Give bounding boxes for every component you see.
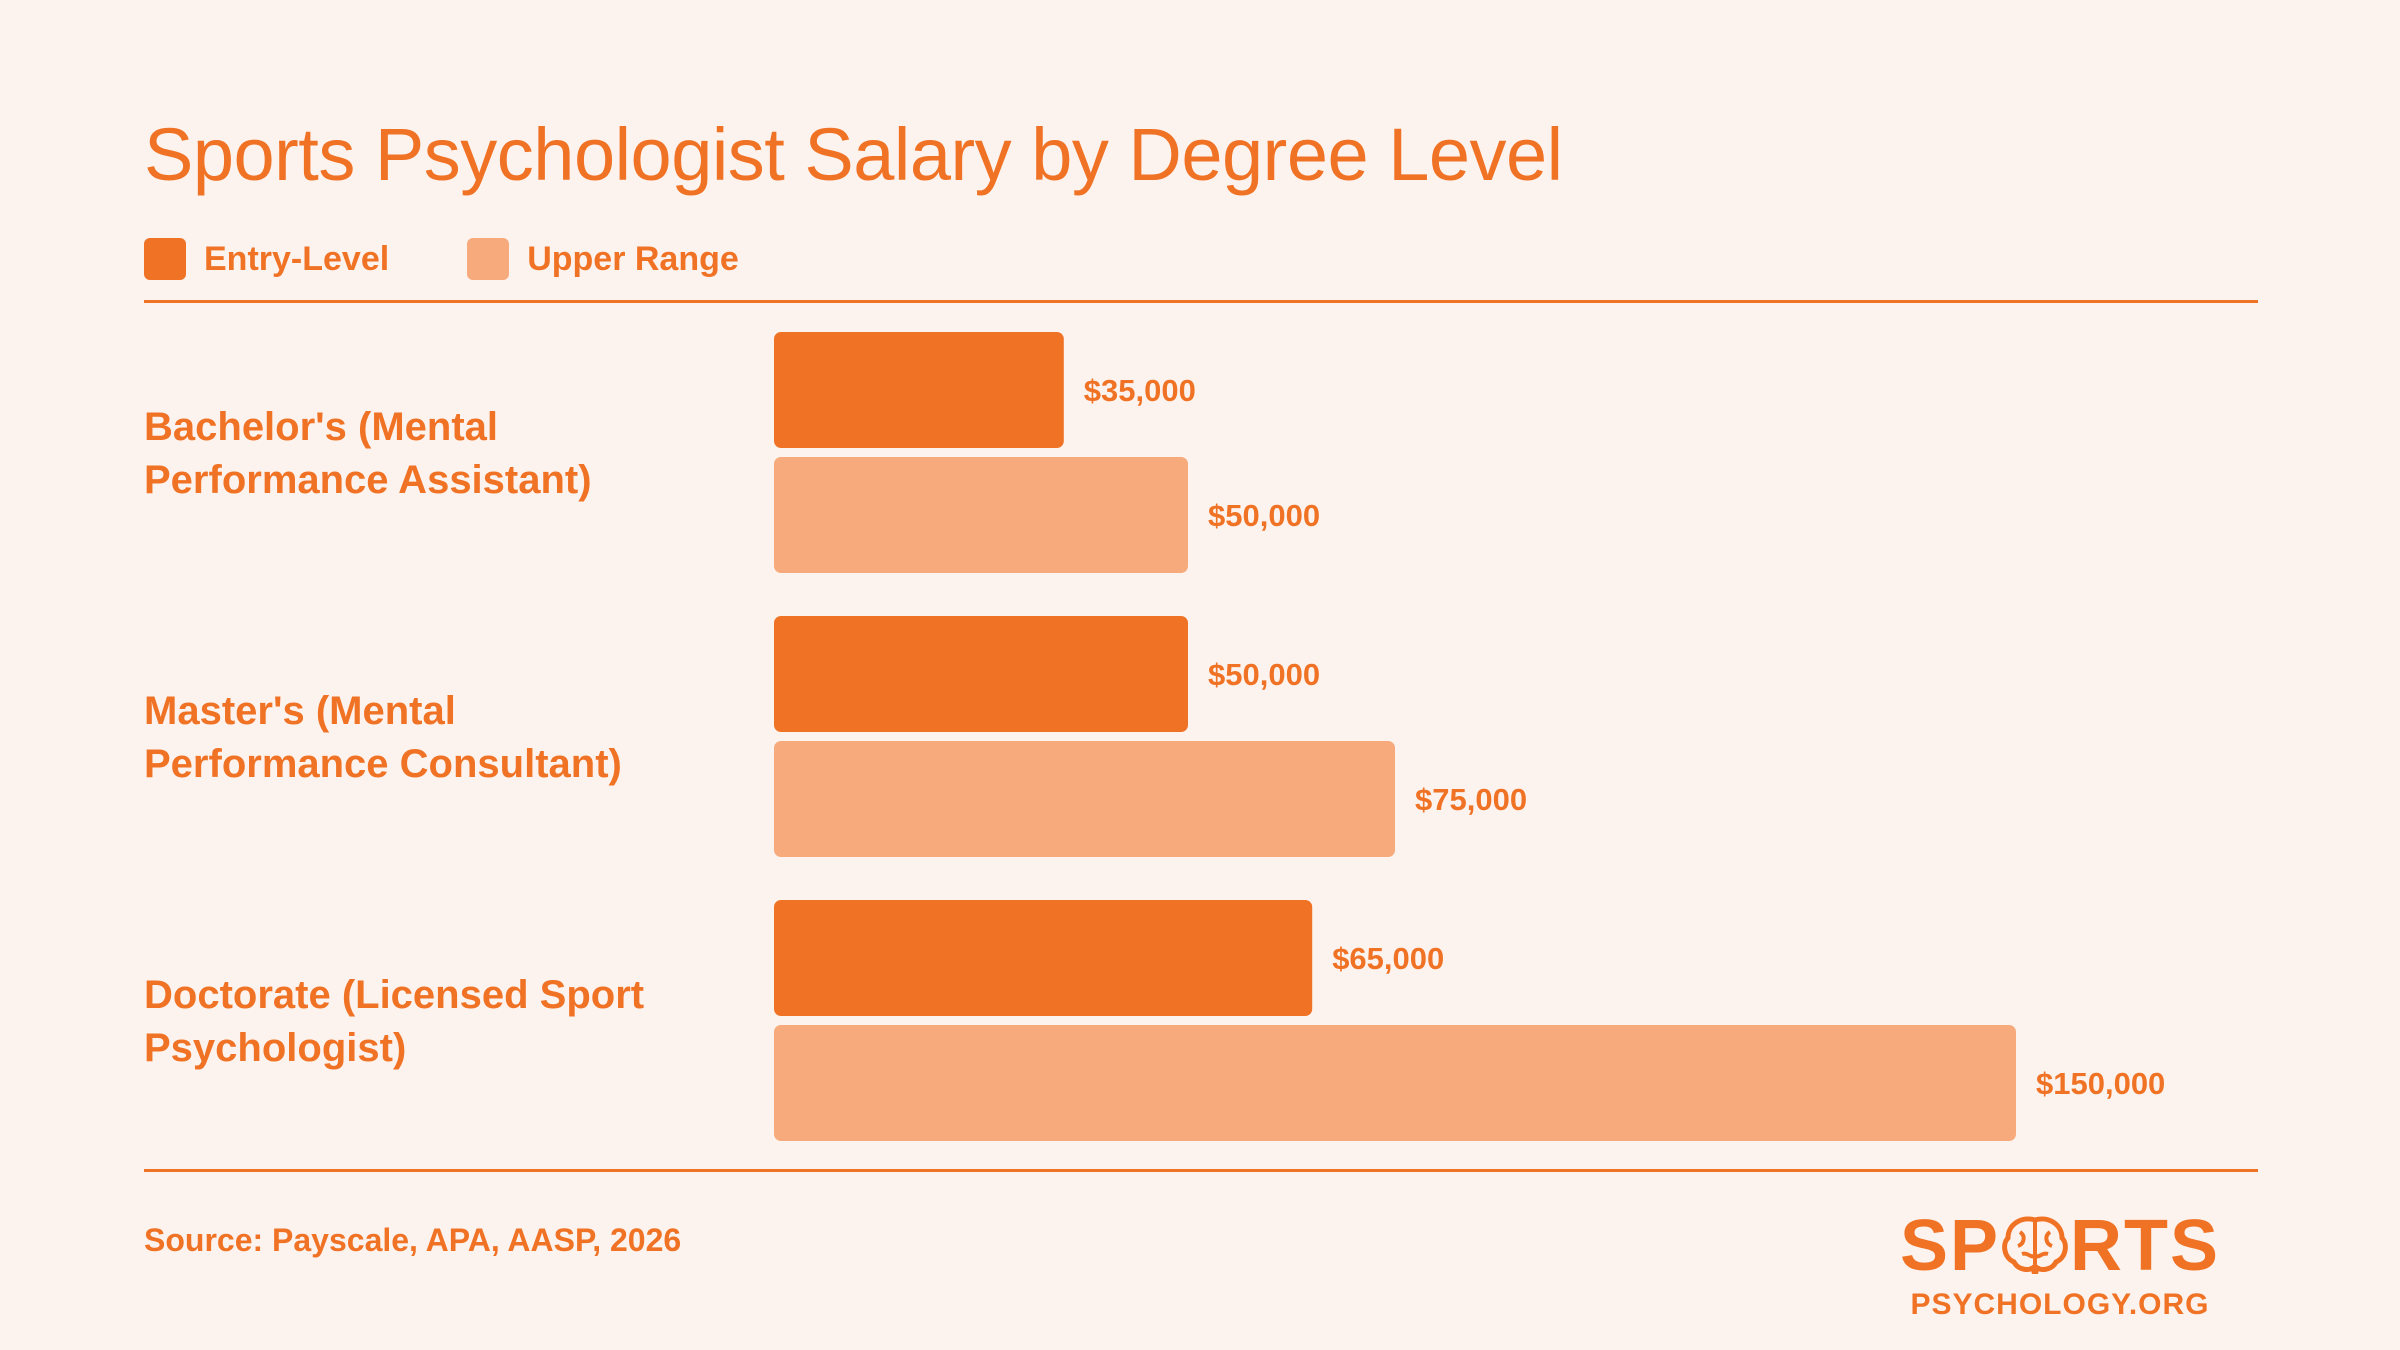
bar-upper-range <box>774 741 1395 857</box>
data-label: $75,000 <box>1415 782 1527 817</box>
legend-swatch-entry-level <box>144 238 186 280</box>
data-label: $150,000 <box>2036 1066 2165 1101</box>
category-label-line: Performance Consultant) <box>144 742 622 786</box>
legend: Entry-Level Upper Range <box>144 238 817 280</box>
logo-wordmark-top: SP RTS <box>1880 1210 2240 1288</box>
top-divider <box>144 300 2258 303</box>
category-label-line: Doctorate (Licensed Sport <box>144 973 644 1017</box>
bar-entry-level <box>774 332 1064 448</box>
legend-item-upper-range: Upper Range <box>467 238 739 280</box>
legend-swatch-upper-range <box>467 238 510 280</box>
data-label: $65,000 <box>1332 941 1444 976</box>
category-label-line: Master's (Mental <box>144 689 456 733</box>
category-label: Doctorate (Licensed Sport Psychologist) <box>144 973 644 1070</box>
bar-entry-level <box>774 900 1313 1016</box>
sportspsychology-logo: SP RTS PSYCHOLOGY.ORG <box>1880 1210 2240 1320</box>
brain-icon <box>2000 1214 2070 1288</box>
legend-label-entry-level: Entry-Level <box>204 239 390 278</box>
chart-title: Sports Psychologist Salary by Degree Lev… <box>144 113 1563 196</box>
logo-wordmark-bottom: PSYCHOLOGY.ORG <box>1910 1288 2210 1321</box>
data-label: $50,000 <box>1208 657 1320 692</box>
bottom-divider <box>144 1169 2258 1172</box>
legend-label-upper-range: Upper Range <box>527 239 739 278</box>
logo-text-sp: SP <box>1899 1206 2001 1286</box>
bar-entry-level <box>774 616 1188 732</box>
legend-item-entry-level: Entry-Level <box>144 238 389 280</box>
source-note: Source: Payscale, APA, AASP, 2026 <box>144 1222 682 1258</box>
category-label-line: Psychologist) <box>144 1026 406 1070</box>
category-label-line: Performance Assistant) <box>144 458 592 502</box>
category-label-line: Bachelor's (Mental <box>144 405 498 449</box>
category-label: Master's (Mental Performance Consultant) <box>144 689 622 786</box>
data-label: $50,000 <box>1208 498 1320 533</box>
data-label: $35,000 <box>1084 373 1196 408</box>
category-label: Bachelor's (Mental Performance Assistant) <box>144 405 592 502</box>
bar-upper-range <box>774 1025 2016 1141</box>
bar-upper-range <box>774 457 1188 573</box>
logo-text-rts: RTS <box>2070 1206 2221 1286</box>
